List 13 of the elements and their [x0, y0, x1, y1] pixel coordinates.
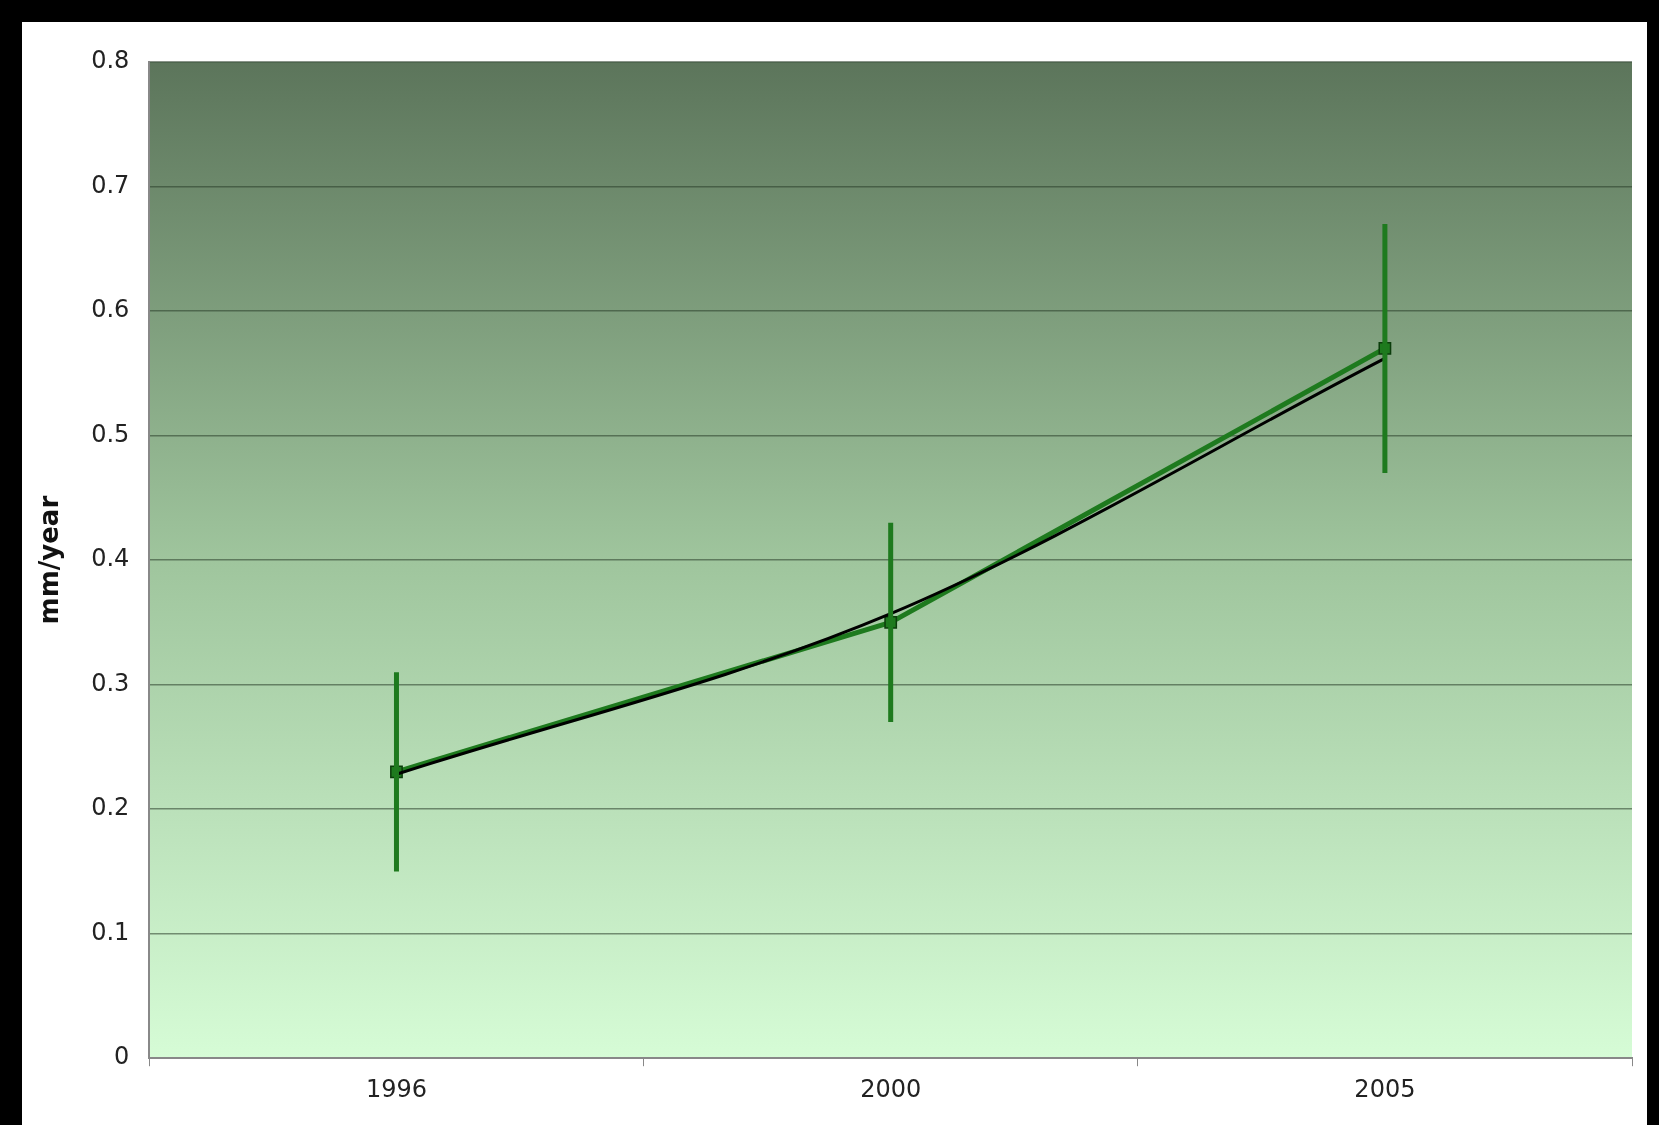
y-tick-label: 0: [114, 1042, 130, 1071]
y-tick-label: 0.7: [91, 170, 130, 199]
y-tick-label: 0.3: [91, 668, 130, 697]
y-tick-label: 0.6: [91, 295, 130, 324]
x-tick-label: 2005: [1354, 1074, 1416, 1103]
y-tick-label: 0.8: [91, 46, 130, 75]
y-tick-label: 0.4: [91, 544, 130, 573]
y-tick-label: 0.2: [91, 793, 130, 822]
y-axis-title: mm/year: [34, 495, 65, 625]
y-tick-label: 0.5: [91, 419, 130, 448]
y-tick-label: 0.1: [91, 917, 130, 946]
x-tick-label: 2000: [860, 1074, 922, 1103]
x-tick-label: 1996: [365, 1074, 428, 1103]
